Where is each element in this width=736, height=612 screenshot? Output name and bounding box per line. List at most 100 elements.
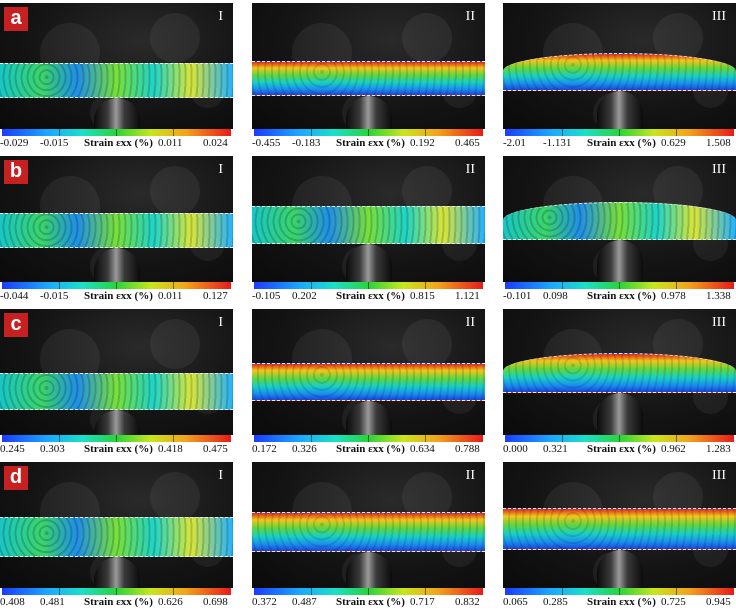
colorbar-tick	[676, 588, 677, 595]
colorbar-tick-marks	[505, 282, 734, 289]
colorbar-tick	[59, 588, 60, 595]
colorbar-tick-label: 0.978	[661, 290, 686, 302]
colorbar-tick	[59, 435, 60, 442]
colorbar-labels: -0.101 0.098 Strain εxx (%) 0.978 1.338	[503, 290, 736, 304]
colorbar-tick	[368, 588, 369, 595]
colorbar-tick	[116, 282, 117, 289]
colorbar-tick-label: 0.127	[203, 290, 228, 302]
colorbar-tick	[311, 282, 312, 289]
colorbar-tick-label: 1.338	[706, 290, 731, 302]
support-roller	[346, 96, 392, 129]
loading-stage-label: III	[712, 315, 726, 330]
colorbar-axis-label: Strain εxx (%)	[587, 443, 656, 455]
colorbar-tick-label: 0.098	[543, 290, 568, 302]
loading-stage-label: III	[712, 468, 726, 483]
colorbar-tick-label: -0.044	[0, 290, 29, 302]
colorbar-tick	[368, 435, 369, 442]
colorbar-tick-label: 0.303	[40, 443, 65, 455]
colorbar-tick	[311, 129, 312, 136]
colorbar-tick-label: 0.629	[661, 137, 686, 149]
loading-stage-label: II	[465, 468, 475, 483]
colorbar-tick	[619, 435, 620, 442]
colorbar-tick-label: -1.131	[543, 137, 572, 149]
colorbar-tick-label: 0.788	[455, 443, 480, 455]
panel-letter-badge: c	[4, 313, 28, 337]
colorbar-tick-label: 0.465	[455, 137, 480, 149]
colorbar-tick-label: 0.717	[410, 596, 435, 608]
colorbar-tick-label: 0.065	[503, 596, 528, 608]
support-roller	[597, 240, 643, 282]
colorbar-tick-label: 0.326	[292, 443, 317, 455]
background-bokeh	[150, 319, 200, 369]
specimen-photo: III	[503, 3, 736, 129]
colorbar-tick-label: 0.172	[252, 443, 277, 455]
colorbar-tick	[425, 129, 426, 136]
colorbar-axis-label: Strain εxx (%)	[84, 596, 153, 608]
loading-stage-label: II	[465, 315, 475, 330]
background-bokeh	[402, 13, 452, 63]
colorbar-tick-marks	[505, 588, 734, 595]
colorbar-axis-label: Strain εxx (%)	[587, 137, 656, 149]
colorbar-axis-label: Strain εxx (%)	[587, 290, 656, 302]
support-roller	[346, 401, 392, 435]
strain-panel: II -0.105 0.202 Strain εxx (%) 0.815 1.121	[252, 153, 485, 306]
colorbar-tick-label: -0.029	[0, 137, 29, 149]
colorbar-tick-marks	[254, 588, 483, 595]
colorbar-tick-label: 0.832	[455, 596, 480, 608]
strain-field-beam	[252, 512, 485, 552]
colorbar-axis-label: Strain εxx (%)	[84, 443, 153, 455]
loading-stage-label: I	[218, 315, 223, 330]
colorbar-tick-label: 0.418	[158, 443, 183, 455]
colorbar-tick-marks	[254, 435, 483, 442]
strain-field-beam	[252, 61, 485, 96]
background-bokeh	[150, 472, 200, 522]
strain-field-beam	[503, 53, 736, 91]
loading-stage-label: I	[218, 468, 223, 483]
colorbar-tick-label: 0.698	[203, 596, 228, 608]
colorbar-tick	[562, 282, 563, 289]
strain-field-beam	[0, 517, 233, 557]
colorbar-tick-label: 0.011	[158, 137, 183, 149]
panel-letter-badge: d	[4, 466, 28, 490]
colorbar-tick-label: 1.121	[455, 290, 480, 302]
colorbar-tick-label: -0.105	[252, 290, 281, 302]
colorbar-tick	[562, 435, 563, 442]
colorbar-tick-label: -0.015	[40, 137, 69, 149]
colorbar-tick	[173, 588, 174, 595]
colorbar-tick-label: 0.626	[158, 596, 183, 608]
strain-field-beam	[252, 363, 485, 401]
strain-field-beam	[252, 206, 485, 244]
colorbar-tick-label: 0.725	[661, 596, 686, 608]
colorbar-tick-label: 1.283	[706, 443, 731, 455]
colorbar-labels: 0.408 0.481 Strain εxx (%) 0.626 0.698	[0, 596, 233, 610]
strain-panel: II 0.172 0.326 Strain εxx (%) 0.634 0.788	[252, 306, 485, 459]
colorbar-labels: -0.105 0.202 Strain εxx (%) 0.815 1.121	[252, 290, 485, 304]
colorbar-tick	[619, 282, 620, 289]
colorbar-tick-label: 0.011	[158, 290, 183, 302]
support-roller	[94, 248, 140, 282]
colorbar-labels: 0.372 0.487 Strain εxx (%) 0.717 0.832	[252, 596, 485, 610]
colorbar-tick-label: 0.321	[543, 443, 568, 455]
colorbar-tick-marks	[505, 435, 734, 442]
strain-panel: III -0.101 0.098 Strain εxx (%) 0.978 1.338	[503, 153, 736, 306]
strain-field-beam	[503, 353, 736, 393]
loading-stage-label: III	[712, 162, 726, 177]
colorbar-tick-label: 0.245	[0, 443, 25, 455]
strain-panel: II -0.455 -0.183 Strain εxx (%) 0.192 0.465	[252, 0, 485, 153]
colorbar-axis-label: Strain εxx (%)	[84, 290, 153, 302]
colorbar-axis-label: Strain εxx (%)	[336, 290, 405, 302]
panel-letter-badge: b	[4, 160, 28, 184]
colorbar-tick	[59, 282, 60, 289]
colorbar-tick	[59, 129, 60, 136]
colorbar-tick-marks	[2, 435, 231, 442]
colorbar-tick-marks	[2, 129, 231, 136]
strain-panel: II 0.372 0.487 Strain εxx (%) 0.717 0.832	[252, 459, 485, 612]
support-roller	[597, 393, 643, 435]
